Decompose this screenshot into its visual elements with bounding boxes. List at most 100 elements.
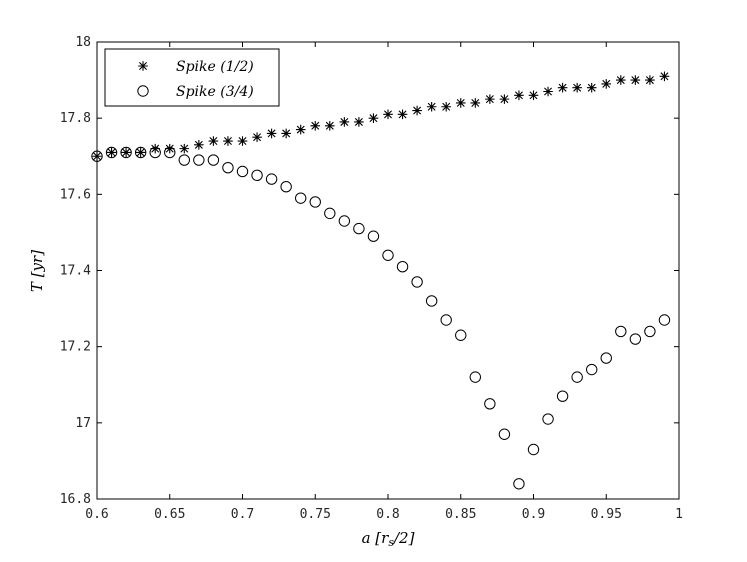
y-tick-label: 17 <box>75 416 91 431</box>
data-point-star <box>659 71 670 82</box>
data-series-layer <box>91 71 671 490</box>
legend-marker-spike-1-2 <box>138 61 148 71</box>
data-point-circle <box>615 325 627 338</box>
data-point-circle <box>571 371 583 383</box>
data-point-circle <box>498 428 511 440</box>
data-point-circle <box>600 352 612 364</box>
legend: Spike (1/2) Spike (3/4) <box>104 48 280 107</box>
y-tick-label: 16.8 <box>60 492 91 507</box>
series-spike-3-4 <box>91 146 671 490</box>
data-point-circle <box>353 222 365 235</box>
data-point-star <box>223 136 233 146</box>
legend-box <box>104 48 280 107</box>
data-point-circle <box>251 169 263 181</box>
data-point-circle <box>207 154 220 166</box>
data-point-star <box>499 94 510 104</box>
data-point-star <box>485 94 495 104</box>
x-tick-label: 0.8 <box>376 507 399 522</box>
y-tick-label: 18 <box>75 35 91 50</box>
x-tick-label: 0.7 <box>231 507 254 522</box>
data-point-star <box>645 75 655 85</box>
data-point-star <box>455 98 466 108</box>
data-point-star <box>354 117 364 127</box>
x-axis-ticks: 0.6 0.65 0.7 0.75 0.8 0.85 0.9 0.95 1 <box>85 42 683 522</box>
data-point-star <box>572 82 582 93</box>
series-spike-1-2 <box>92 71 670 162</box>
x-tick-label: 0.65 <box>154 507 185 522</box>
data-point-circle <box>425 295 438 307</box>
data-point-circle <box>265 173 278 185</box>
data-point-star <box>150 143 160 154</box>
x-axis-label: a [rs/2] <box>362 529 415 549</box>
data-point-star <box>586 82 597 93</box>
data-point-star <box>441 101 451 112</box>
data-point-circle <box>556 390 569 402</box>
data-point-star <box>397 109 408 120</box>
x-tick-label: 0.85 <box>445 507 476 522</box>
data-point-circle <box>629 333 642 345</box>
data-point-star <box>164 143 175 154</box>
legend-label-spike-3-4: Spike (3/4) <box>176 84 254 100</box>
data-point-circle <box>324 207 336 220</box>
data-point-circle <box>542 413 554 425</box>
x-tick-label: 1 <box>675 507 683 522</box>
data-point-star <box>252 132 262 143</box>
data-point-circle <box>178 154 191 166</box>
plot-area-frame <box>96 41 680 500</box>
data-point-circle <box>280 181 292 193</box>
legend-circle-marker <box>137 85 149 97</box>
data-point-star <box>121 147 131 158</box>
x-tick-label: 0.9 <box>522 507 545 522</box>
data-point-circle <box>658 314 671 326</box>
data-point-star <box>543 86 553 97</box>
x-tick-label: 0.6 <box>85 507 108 522</box>
y-tick-label: 17.4 <box>60 264 91 279</box>
data-point-star <box>470 98 481 108</box>
data-point-star <box>237 136 248 146</box>
data-point-star <box>514 90 524 101</box>
data-point-star <box>616 75 626 85</box>
data-point-circle <box>193 154 205 166</box>
data-point-star <box>601 79 612 89</box>
data-point-star <box>339 117 350 127</box>
data-point-circle <box>382 249 394 261</box>
data-point-circle <box>586 363 598 376</box>
legend-label-spike-1-2: Spike (1/2) <box>176 59 254 75</box>
x-tick-label: 0.75 <box>300 507 331 522</box>
data-point-circle <box>105 146 118 159</box>
legend-marker-spike-3-4 <box>137 85 149 97</box>
data-point-circle <box>236 165 249 178</box>
data-point-circle <box>222 161 234 174</box>
data-point-star <box>383 109 393 120</box>
data-point-circle <box>295 192 307 204</box>
data-point-circle <box>120 146 132 159</box>
data-point-circle <box>644 325 656 338</box>
y-axis-label: T [yr] <box>28 250 46 292</box>
data-point-star <box>266 128 277 139</box>
data-point-star <box>135 147 146 158</box>
data-point-circle <box>484 398 496 410</box>
data-point-star <box>528 90 539 101</box>
data-point-star <box>310 120 321 131</box>
data-point-circle <box>469 371 481 383</box>
x-tick-label: 0.95 <box>591 507 622 522</box>
y-tick-label: 17.8 <box>60 111 91 126</box>
data-point-star <box>208 136 219 146</box>
data-point-circle <box>396 260 409 273</box>
data-point-circle <box>367 230 380 242</box>
data-point-star <box>426 101 437 112</box>
data-point-circle <box>164 146 176 159</box>
legend-star-marker <box>138 61 148 71</box>
data-point-circle <box>411 276 423 288</box>
data-point-circle <box>527 443 540 456</box>
data-point-circle <box>513 478 525 490</box>
y-tick-label: 17.2 <box>60 340 91 355</box>
data-point-star <box>194 140 204 150</box>
data-point-circle <box>134 146 147 159</box>
data-point-star <box>295 124 306 135</box>
y-tick-label: 17.6 <box>60 187 91 202</box>
data-point-circle <box>338 215 351 227</box>
data-point-star <box>281 128 291 139</box>
y-axis-ticks: 16.8 17 17.2 17.4 17.6 17.8 18 <box>60 35 679 507</box>
